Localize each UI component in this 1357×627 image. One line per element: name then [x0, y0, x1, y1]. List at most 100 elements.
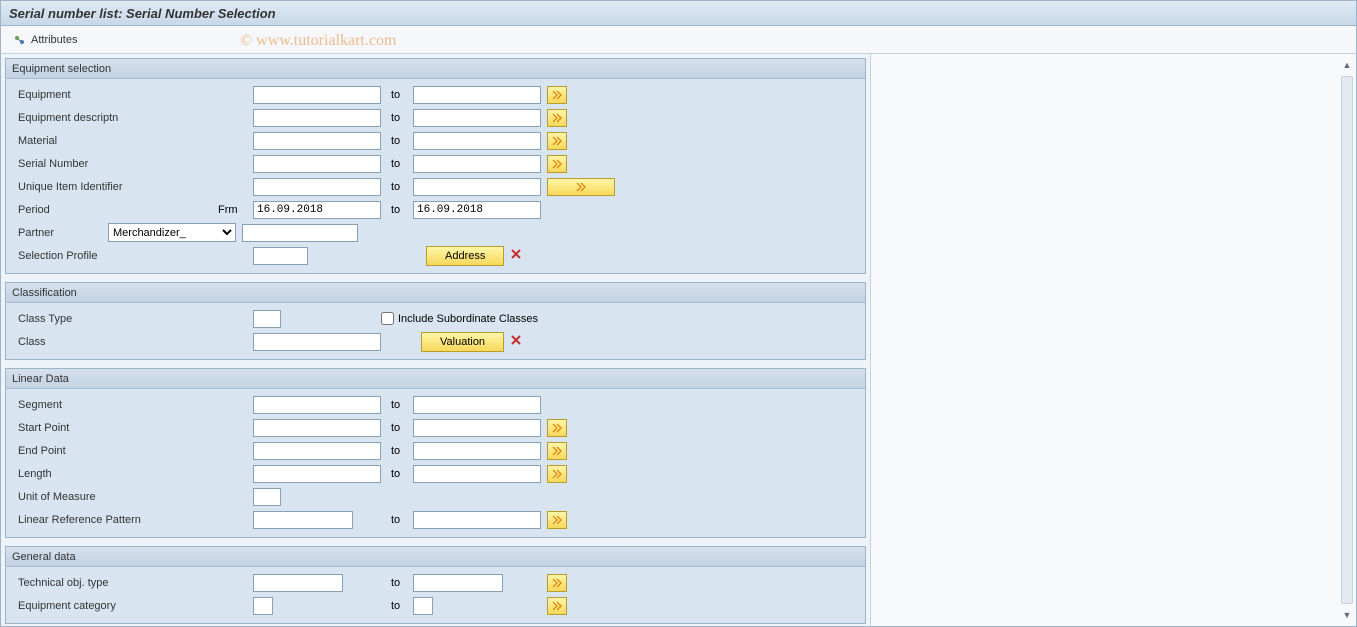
to-label: to: [381, 89, 413, 101]
label-period: Period: [18, 204, 218, 216]
address-button[interactable]: Address: [426, 246, 504, 266]
row-length: Length to: [10, 462, 861, 485]
tech-obj-to-input[interactable]: [413, 574, 503, 592]
linear-ref-from-input[interactable]: [253, 511, 353, 529]
arrow-right-icon: [552, 113, 562, 123]
label-unique-item: Unique Item Identifier: [18, 181, 218, 193]
material-multi-button[interactable]: [547, 132, 567, 150]
row-partner: Partner Merchandizer_: [10, 221, 861, 244]
row-tech-obj-type: Technical obj. type to: [10, 571, 861, 594]
period-from-input[interactable]: [253, 201, 381, 219]
linear-ref-multi-button[interactable]: [547, 511, 567, 529]
group-header-linear: Linear Data: [6, 369, 865, 389]
row-class-type: Class Type Include Subordinate Classes: [10, 307, 861, 330]
end-point-to-input[interactable]: [413, 442, 541, 460]
segment-from-input[interactable]: [253, 396, 381, 414]
row-unit-measure: Unit of Measure: [10, 485, 861, 508]
row-class: Class Valuation: [10, 330, 861, 353]
to-label: to: [381, 577, 413, 589]
length-multi-button[interactable]: [547, 465, 567, 483]
class-input[interactable]: [253, 333, 381, 351]
start-point-multi-button[interactable]: [547, 419, 567, 437]
arrow-right-icon: [552, 578, 562, 588]
to-label: to: [381, 399, 413, 411]
group-classification: Classification Class Type Include Subord…: [5, 282, 866, 360]
equipment-desc-to-input[interactable]: [413, 109, 541, 127]
arrow-right-icon: [552, 515, 562, 525]
material-from-input[interactable]: [253, 132, 381, 150]
include-sub-checkbox[interactable]: [381, 312, 394, 325]
group-body-linear: Segment to Start Point to: [6, 389, 865, 537]
unique-item-from-input[interactable]: [253, 178, 381, 196]
unique-item-to-input[interactable]: [413, 178, 541, 196]
arrow-right-icon: [552, 601, 562, 611]
start-point-from-input[interactable]: [253, 419, 381, 437]
label-partner: Partner: [18, 227, 108, 239]
unique-item-multi-button[interactable]: [547, 178, 615, 196]
class-type-input[interactable]: [253, 310, 281, 328]
serial-number-multi-button[interactable]: [547, 155, 567, 173]
linear-ref-to-input[interactable]: [413, 511, 541, 529]
end-point-multi-button[interactable]: [547, 442, 567, 460]
include-sub-label[interactable]: Include Subordinate Classes: [381, 312, 538, 325]
label-serial-number: Serial Number: [18, 158, 218, 170]
group-header-equipment: Equipment selection: [6, 59, 865, 79]
content-area: Equipment selection Equipment to Equipme…: [0, 54, 1357, 627]
segment-to-input[interactable]: [413, 396, 541, 414]
equipment-cat-to-input[interactable]: [413, 597, 433, 615]
label-equipment: Equipment: [18, 89, 218, 101]
equipment-desc-from-input[interactable]: [253, 109, 381, 127]
to-label: to: [381, 422, 413, 434]
tech-obj-multi-button[interactable]: [547, 574, 567, 592]
row-end-point: End Point to: [10, 439, 861, 462]
row-equipment-desc: Equipment descriptn to: [10, 106, 861, 129]
row-segment: Segment to: [10, 393, 861, 416]
arrow-right-icon: [552, 423, 562, 433]
partner-value-input[interactable]: [242, 224, 358, 242]
row-equipment-category: Equipment category to: [10, 594, 861, 617]
equipment-multi-button[interactable]: [547, 86, 567, 104]
label-selection-profile: Selection Profile: [18, 250, 218, 262]
main-column: Equipment selection Equipment to Equipme…: [1, 54, 871, 626]
to-label: to: [381, 135, 413, 147]
valuation-button[interactable]: Valuation: [421, 332, 504, 352]
end-point-from-input[interactable]: [253, 442, 381, 460]
equipment-cat-multi-button[interactable]: [547, 597, 567, 615]
start-point-to-input[interactable]: [413, 419, 541, 437]
include-sub-text: Include Subordinate Classes: [398, 313, 538, 325]
scroll-up-button[interactable]: ▲: [1340, 58, 1354, 72]
equipment-desc-multi-button[interactable]: [547, 109, 567, 127]
label-unit-measure: Unit of Measure: [18, 491, 218, 503]
to-label: to: [381, 468, 413, 480]
equipment-from-input[interactable]: [253, 86, 381, 104]
label-material: Material: [18, 135, 218, 147]
group-body-classification: Class Type Include Subordinate Classes C…: [6, 303, 865, 359]
label-linear-ref: Linear Reference Pattern: [18, 514, 218, 526]
address-delete-button[interactable]: [510, 248, 522, 263]
arrow-right-icon: [576, 182, 586, 192]
group-general: General data Technical obj. type to Equi…: [5, 546, 866, 624]
row-selection-profile: Selection Profile Address: [10, 244, 861, 267]
arrow-right-icon: [552, 90, 562, 100]
selection-profile-input[interactable]: [253, 247, 308, 265]
to-label: to: [381, 181, 413, 193]
to-label: to: [381, 158, 413, 170]
attributes-label: Attributes: [31, 34, 77, 46]
equipment-cat-from-input[interactable]: [253, 597, 273, 615]
valuation-delete-button[interactable]: [510, 334, 522, 349]
length-from-input[interactable]: [253, 465, 381, 483]
partner-select[interactable]: Merchandizer_: [108, 223, 236, 242]
window-title: Serial number list: Serial Number Select…: [9, 6, 276, 21]
serial-number-to-input[interactable]: [413, 155, 541, 173]
period-to-input[interactable]: [413, 201, 541, 219]
equipment-to-input[interactable]: [413, 86, 541, 104]
scrollbar-track[interactable]: [1341, 76, 1353, 604]
tech-obj-from-input[interactable]: [253, 574, 343, 592]
unit-measure-input[interactable]: [253, 488, 281, 506]
row-start-point: Start Point to: [10, 416, 861, 439]
serial-number-from-input[interactable]: [253, 155, 381, 173]
length-to-input[interactable]: [413, 465, 541, 483]
material-to-input[interactable]: [413, 132, 541, 150]
attributes-button[interactable]: Attributes: [7, 30, 83, 50]
scroll-down-button[interactable]: ▼: [1340, 608, 1354, 622]
